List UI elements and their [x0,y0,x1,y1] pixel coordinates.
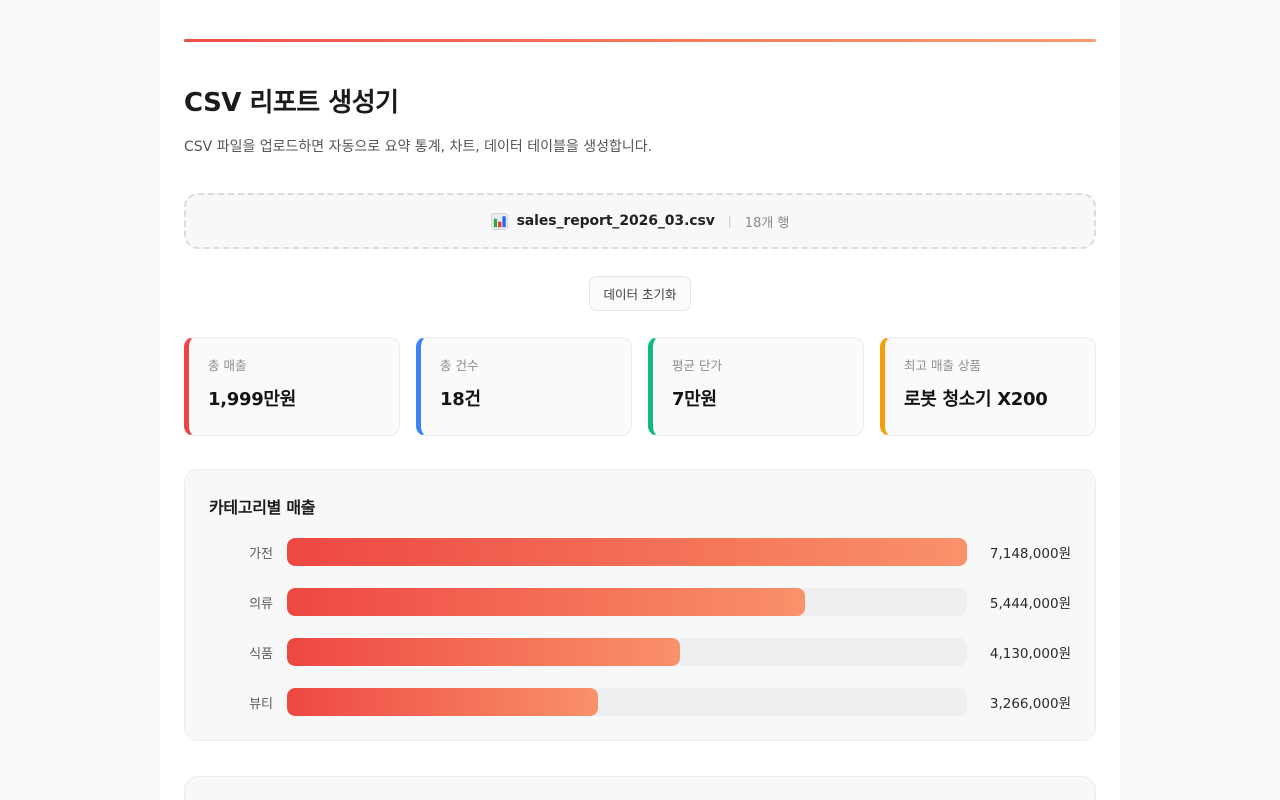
bar-category-label: 가전 [249,546,273,562]
bar-track [287,638,967,666]
uploaded-file-name: sales_report_2026_03.csv [516,213,715,229]
stat-label: 평균 단가 [672,358,722,373]
stat-cards-row: 총 매출 1,999만원 총 건수 18건 평균 단가 7만원 최고 매출 상품… [184,337,1096,436]
stat-label: 총 매출 [208,358,247,373]
stat-value: 로봇 청소기 X200 [904,389,1048,410]
bar-category-label: 의류 [249,596,273,612]
chart-title: 카테고리별 매출 [209,498,316,517]
bar-row: 의류 5,444,000원 [209,588,1071,616]
stat-card-total-count: 총 건수 18건 [416,337,632,436]
stat-card-top-product: 최고 매출 상품 로봇 청소기 X200 [880,337,1096,436]
content-container: CSV 리포트 생성기 CSV 파일을 업로드하면 자동으로 요약 통계, 차트… [160,0,1120,800]
bar-value-label: 3,266,000원 [989,696,1071,712]
accent-divider [184,39,1096,42]
stat-value: 1,999만원 [208,389,296,410]
reset-row: 데이터 초기화 [184,276,1096,311]
bar-fill [287,538,967,566]
bar-category-label: 식품 [249,646,273,662]
stat-card-total-sales: 총 매출 1,999만원 [184,337,400,436]
bar-fill [287,638,680,666]
stat-value: 18건 [440,389,481,410]
stat-label: 최고 매출 상품 [904,358,981,373]
category-sales-chart-card: 카테고리별 매출 가전 7,148,000원 의류 5,444,000원 식품 [184,469,1096,741]
bar-value-label: 4,130,000원 [989,646,1071,662]
stat-value: 7만원 [672,389,717,410]
file-row-count: 18개 행 [744,215,790,231]
bar-fill [287,688,598,716]
bar-row: 식품 4,130,000원 [209,638,1071,666]
stat-card-average-price: 평균 단가 7만원 [648,337,864,436]
bar-chart-icon [490,212,508,230]
bar-fill [287,588,805,616]
page-subtitle: CSV 파일을 업로드하면 자동으로 요약 통계, 차트, 데이터 테이블을 생… [184,139,653,155]
bar-value-label: 7,148,000원 [989,546,1071,562]
bar-category-label: 뷰티 [249,696,273,712]
data-table-card: 데이터 테이블 [184,776,1096,800]
bar-row: 가전 7,148,000원 [209,538,1071,566]
bar-value-label: 5,444,000원 [989,596,1071,612]
page-title: CSV 리포트 생성기 [184,88,399,118]
bar-chart: 가전 7,148,000원 의류 5,444,000원 식품 4,130,000… [209,538,1071,716]
file-upload-dropzone[interactable]: sales_report_2026_03.csv | 18개 행 [184,193,1096,249]
file-meta-separator: | [727,214,732,228]
bar-track [287,688,967,716]
reset-data-button[interactable]: 데이터 초기화 [588,276,692,311]
bar-row: 뷰티 3,266,000원 [209,688,1071,716]
bar-track [287,538,967,566]
stat-label: 총 건수 [440,358,479,373]
bar-track [287,588,967,616]
